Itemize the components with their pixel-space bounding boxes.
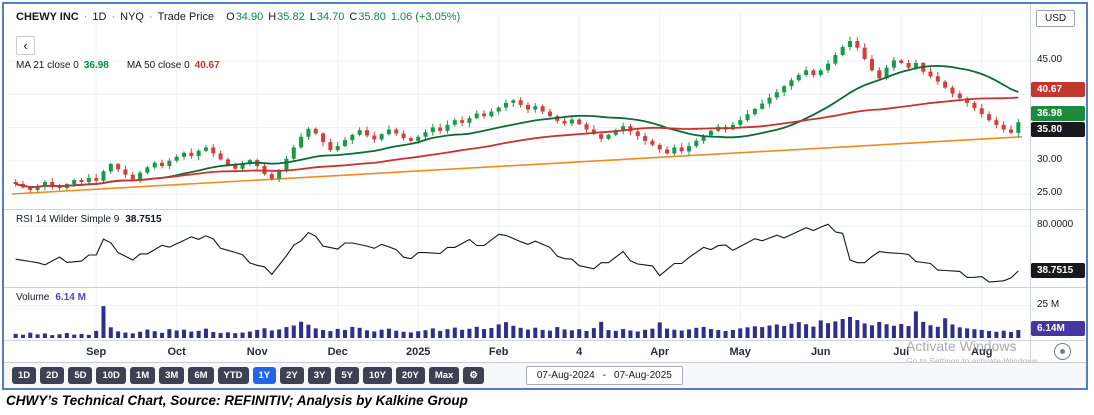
svg-text:Oct: Oct	[168, 346, 187, 358]
rsi-current-value: 38.7515	[125, 214, 162, 225]
high-value: 35.82	[277, 11, 305, 23]
settings-gear-button[interactable]: ⚙	[463, 366, 484, 385]
volume-indicator-name[interactable]: Volume	[16, 292, 50, 303]
range-button-1d[interactable]: 1D	[12, 366, 37, 385]
range-button-1y[interactable]: 1Y	[252, 366, 277, 385]
close-label: C	[349, 11, 358, 23]
interval-label[interactable]: 1D	[92, 11, 107, 23]
svg-text:4: 4	[576, 346, 583, 358]
exchange-label: NYQ	[120, 11, 144, 23]
low-label: L	[309, 11, 316, 23]
range-button-10y[interactable]: 10Y	[363, 366, 392, 385]
separator-dot: ·	[83, 11, 88, 23]
ma21-label[interactable]: MA 21 close 0	[16, 60, 79, 71]
separator-dot: ·	[149, 11, 153, 23]
svg-text:Dec: Dec	[328, 346, 348, 358]
open-label: O	[226, 11, 235, 23]
range-buttons: 1D 2D 5D 10D 1M 3M 6M YTD 1Y 2Y 3Y 5Y 10Y 20Y Max	[12, 366, 460, 385]
back-button[interactable]: ‹	[16, 36, 35, 55]
range-button-ytd[interactable]: YTD	[217, 366, 249, 385]
rsi-indicator-name[interactable]: RSI 14 Wilder Simple 9	[16, 214, 120, 225]
ma50-label[interactable]: MA 50 close 0	[126, 60, 190, 71]
series-type-label[interactable]: Trade Price	[157, 11, 215, 23]
date-to[interactable]: 07-Aug-2025	[614, 370, 672, 381]
chart-header: CHEWY INC · 1D · NYQ · Trade Price O 34.9…	[16, 11, 460, 23]
svg-text:Aug: Aug	[971, 346, 992, 358]
price-axis-label-30.00: 30.00	[1037, 153, 1063, 165]
gear-icon: ⚙	[469, 369, 478, 381]
volume-axis-label-25m: 25 M	[1037, 298, 1060, 310]
ma21-value: 36.98	[83, 60, 109, 71]
separator-dot: ·	[111, 11, 116, 23]
range-button-max[interactable]: Max	[428, 366, 460, 385]
range-button-2y[interactable]: 2Y	[280, 366, 304, 385]
rsi-badge: 38.7515	[1031, 263, 1085, 278]
low-value: 34.70	[316, 11, 345, 23]
range-button-3y[interactable]: 3Y	[307, 366, 332, 385]
price-axis[interactable]: USD 45.00 30.00 25.00 40.67 36.98 35.80 80.000…	[1030, 4, 1086, 362]
date-separator: -	[602, 370, 607, 381]
range-button-5d[interactable]: 5D	[68, 366, 93, 385]
range-button-1m[interactable]: 1M	[129, 366, 156, 385]
chart-widget: Sep Oct Nov Dec 2025 Feb 4 Apr May Jun Jul Aug CHEW…	[2, 2, 1088, 390]
change-value: 1.06 (+3.05%)	[390, 11, 461, 23]
svg-text:Sep: Sep	[86, 346, 106, 358]
range-button-5y[interactable]: 5Y	[335, 366, 360, 385]
svg-text:May: May	[730, 346, 752, 358]
rsi-axis-label-80: 80.0000	[1037, 219, 1074, 230]
price-axis-label-25.00: 25.00	[1037, 187, 1063, 198]
currency-selector[interactable]: USD	[1036, 10, 1076, 27]
price-badge-36.98: 36.98	[1031, 106, 1085, 122]
range-button-10d[interactable]: 10D	[96, 366, 126, 385]
svg-text:2025: 2025	[406, 346, 430, 358]
price-badge-35.80: 35.80	[1031, 122, 1085, 138]
go-to-date-dot	[1060, 349, 1065, 354]
symbol-name[interactable]: CHEWY INC	[16, 11, 79, 23]
high-label: H	[268, 11, 277, 23]
toolbar: 1D 2D 5D 10D 1M 3M 6M YTD 1Y 2Y 3Y 5Y 10Y 20Y Max ⚙ 07…	[4, 362, 1086, 388]
go-to-date-icon[interactable]	[1054, 343, 1071, 360]
rsi-panel-label: RSI 14 Wilder Simple 9 38.7515	[16, 214, 162, 225]
chart-canvas[interactable]: Sep Oct Nov Dec 2025 Feb 4 Apr May Jun Jul Aug	[4, 4, 1086, 362]
price-axis-label-45.00: 45.00	[1037, 54, 1063, 65]
range-button-20y[interactable]: 20Y	[395, 366, 425, 385]
svg-text:Feb: Feb	[489, 346, 509, 358]
volume-current-value: 6.14 M	[55, 292, 86, 303]
svg-text:Jul: Jul	[893, 346, 909, 358]
range-button-3m[interactable]: 3M	[159, 366, 185, 385]
volume-panel-label: Volume 6.14 M	[16, 292, 86, 303]
open-value: 34.90	[235, 11, 264, 23]
date-range-picker[interactable]: 07-Aug-2024 - 07-Aug-2025	[525, 366, 683, 385]
caption: CHWY’s Technical Chart, Source: REFINITI…	[6, 393, 468, 408]
svg-text:Jun: Jun	[811, 346, 831, 358]
close-value: 35.80	[358, 11, 386, 23]
ma-legend: MA 21 close 0 36.98 MA 50 close 0 40.67	[16, 60, 220, 71]
ma50-value: 40.67	[194, 60, 220, 71]
date-from[interactable]: 07-Aug-2024	[536, 370, 595, 381]
price-badge-40.67: 40.67	[1031, 81, 1085, 97]
volume-badge: 6.14M	[1031, 321, 1085, 337]
range-button-6m[interactable]: 6M	[188, 366, 214, 385]
back-arrow-icon: ‹	[23, 37, 28, 53]
svg-text:Nov: Nov	[247, 346, 269, 358]
range-button-2d[interactable]: 2D	[40, 366, 65, 385]
svg-text:Apr: Apr	[650, 346, 670, 358]
